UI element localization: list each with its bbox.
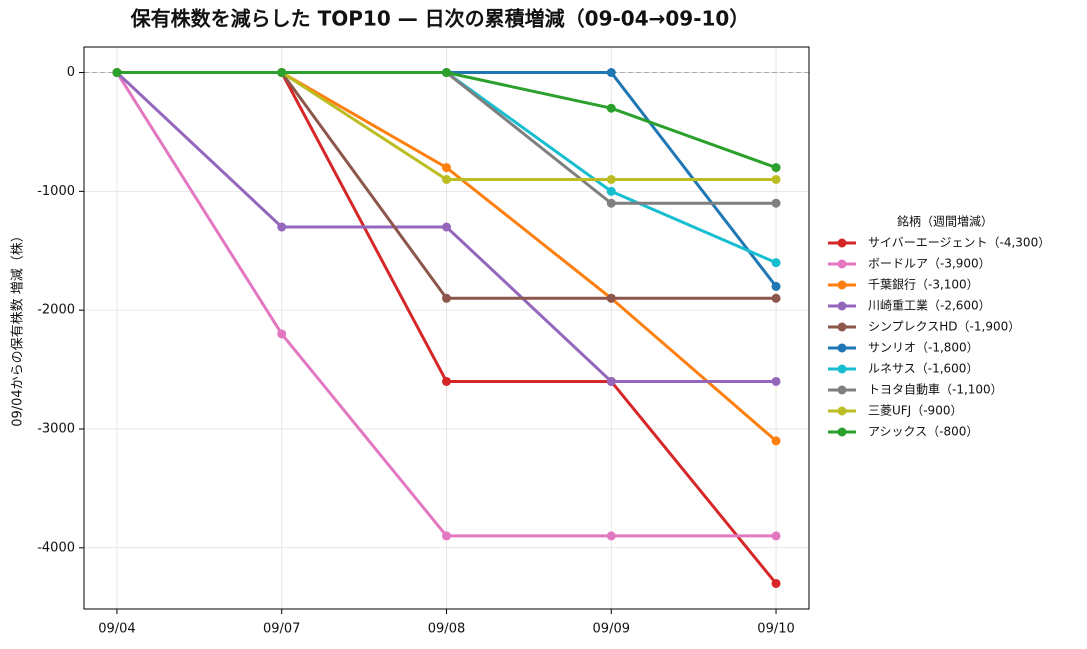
chart-title: 保有株数を減らした TOP10 — 日次の累積増減（09-04→09-10）: [130, 7, 750, 31]
legend-label: サンリオ（-1,800）: [868, 341, 979, 355]
data-point: [442, 293, 451, 303]
legend-marker: [837, 259, 847, 269]
data-point: [606, 376, 616, 386]
data-point: [606, 186, 616, 196]
data-point: [442, 163, 451, 173]
legend-marker: [837, 385, 847, 395]
data-point: [606, 68, 616, 78]
legend-label: アシックス（-800）: [868, 425, 978, 439]
data-point: [606, 198, 616, 208]
legend-marker: [837, 364, 847, 374]
data-point: [771, 163, 781, 173]
y-tick-label: -3000: [37, 421, 75, 436]
data-point: [771, 531, 781, 541]
y-tick-label: -4000: [37, 540, 75, 555]
x-tick-label: 09/04: [98, 622, 135, 637]
y-axis-label: 09/04からの保有株数 増減（株）: [10, 229, 26, 427]
legend-label: トヨタ自動車（-1,100）: [868, 383, 1003, 397]
legend-marker: [837, 322, 847, 332]
data-point: [277, 222, 287, 232]
x-tick-label: 09/09: [593, 622, 630, 637]
data-point: [442, 376, 451, 386]
data-point: [606, 174, 616, 184]
data-point: [112, 68, 122, 78]
data-point: [277, 68, 287, 78]
legend-label: ルネサス（-1,600）: [868, 362, 978, 376]
legend-label: 川崎重工業（-2,600）: [868, 299, 991, 313]
data-point: [771, 436, 781, 446]
data-point: [771, 174, 781, 184]
legend-label: 三菱UFJ（-900）: [868, 404, 962, 418]
legend-label: シンプレクスHD（-1,900）: [868, 320, 1020, 334]
data-point: [606, 531, 616, 541]
y-tick-label: 0: [67, 65, 75, 80]
x-tick-label: 09/07: [263, 622, 300, 637]
data-point: [606, 103, 616, 113]
legend-marker: [837, 301, 847, 311]
legend-label: サイバーエージェント（-4,300）: [868, 236, 1050, 250]
data-point: [277, 329, 287, 339]
x-tick-label: 09/08: [428, 622, 465, 637]
data-point: [606, 293, 616, 303]
legend-label: ボードルア（-3,900）: [868, 257, 991, 271]
plot-frame: [83, 46, 810, 610]
y-tick-label: -2000: [37, 303, 75, 318]
data-point: [442, 222, 451, 232]
legend-marker: [837, 280, 847, 290]
data-point: [442, 68, 451, 78]
data-point: [771, 376, 781, 386]
data-point: [442, 531, 451, 541]
y-tick-label: -1000: [37, 184, 75, 199]
legend-label: 千葉銀行（-3,100）: [868, 278, 979, 292]
legend-marker: [837, 343, 847, 353]
x-tick-label: 09/10: [757, 622, 794, 637]
data-point: [771, 281, 781, 291]
data-point: [771, 293, 781, 303]
data-point: [771, 198, 781, 208]
legend-marker: [837, 406, 847, 416]
legend-marker: [837, 427, 847, 437]
legend-title: 銘柄（週間増減）: [897, 214, 993, 229]
data-point: [442, 174, 451, 184]
legend-marker: [837, 238, 847, 248]
data-point: [771, 578, 781, 588]
data-point: [771, 258, 781, 268]
